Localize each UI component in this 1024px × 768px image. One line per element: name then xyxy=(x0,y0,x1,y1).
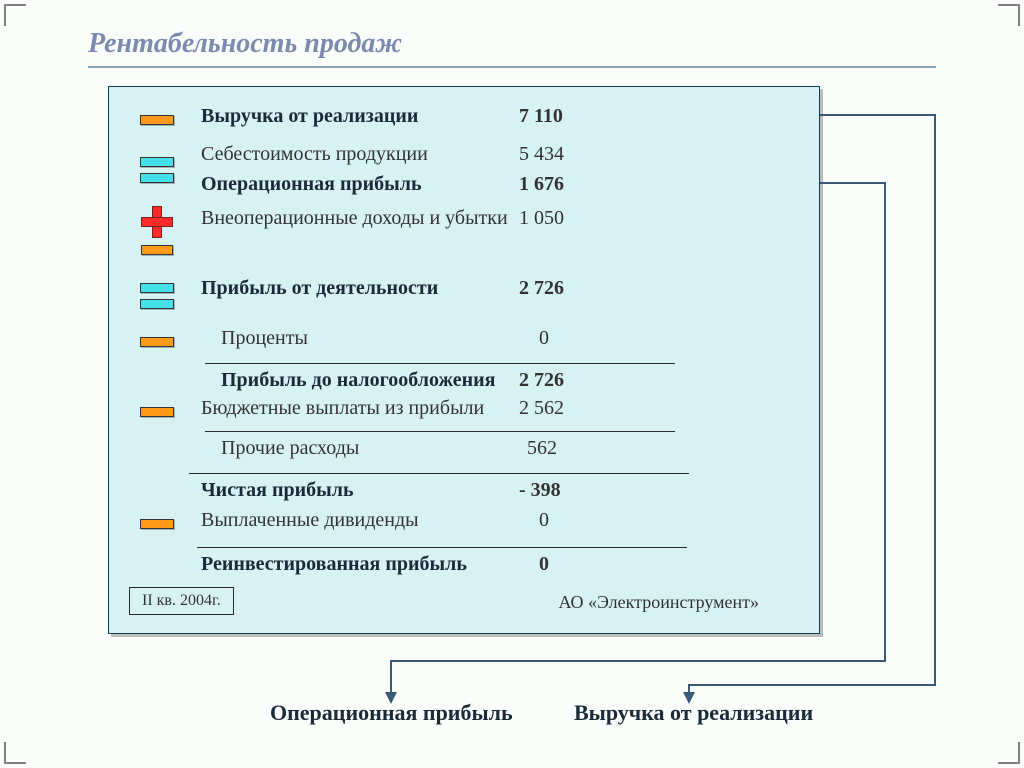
connector-line xyxy=(884,182,886,662)
minus-icon xyxy=(133,509,181,539)
page-title: Рентабельность продаж xyxy=(88,28,402,60)
row-label: Реинвестированная прибыль xyxy=(201,553,467,576)
period-box: II кв. 2004г. xyxy=(129,587,234,615)
row-reinvested-profit: Реинвестированная прибыль 0 xyxy=(109,553,819,583)
row-label: Выплаченные дивиденды xyxy=(201,509,419,532)
row-pretax-profit: Прибыль до налогообложения 2 726 xyxy=(109,369,819,399)
row-value: - 398 xyxy=(519,479,639,502)
divider xyxy=(205,431,675,432)
row-cost: Себестоимость продукции 5 434 xyxy=(109,143,819,173)
connector-line xyxy=(390,660,886,662)
row-value: 2 562 xyxy=(519,397,639,420)
title-underline xyxy=(88,66,936,68)
row-label: Себестоимость продукции xyxy=(201,143,428,166)
row-value: 1 050 xyxy=(519,207,639,230)
row-net-profit: Чистая прибыль - 398 xyxy=(109,479,819,509)
row-other-expenses: Прочие расходы 562 xyxy=(109,437,819,467)
row-value: 7 110 xyxy=(519,105,639,128)
bottom-label-operating: Операционная прибыль xyxy=(270,700,513,726)
connector-line xyxy=(820,114,936,116)
row-value: 0 xyxy=(539,327,659,350)
minus-icon xyxy=(133,397,181,427)
row-revenue: Выручка от реализации 7 110 xyxy=(109,105,819,135)
bottom-label-revenue: Выручка от реализации xyxy=(574,700,813,726)
page-corner-tl xyxy=(4,4,26,26)
row-value: 1 676 xyxy=(519,173,639,196)
row-operating-profit: Операционная прибыль 1 676 xyxy=(109,173,819,203)
row-label: Операционная прибыль xyxy=(201,173,422,196)
divider xyxy=(197,547,687,548)
page-corner-tr xyxy=(998,4,1020,26)
connector-line xyxy=(688,684,936,686)
row-value: 562 xyxy=(527,437,647,460)
divider xyxy=(205,363,675,364)
row-label: Прочие расходы xyxy=(221,437,359,460)
plus-minus-icon xyxy=(133,203,181,261)
row-label: Проценты xyxy=(221,327,308,350)
company-name: АО «Электроинструмент» xyxy=(558,592,759,613)
row-value: 2 726 xyxy=(519,277,639,300)
row-activity-profit: Прибыль от деятельности 2 726 xyxy=(109,277,819,307)
divider xyxy=(189,473,689,474)
connector-line xyxy=(820,182,886,184)
minus-icon xyxy=(133,105,181,135)
row-label: Внеоперационные доходы и убытки xyxy=(201,207,508,230)
row-value: 0 xyxy=(539,509,659,532)
row-budget-payments: Бюджетные выплаты из прибыли 2 562 xyxy=(109,397,819,427)
row-interest: Проценты 0 xyxy=(109,327,819,357)
page-corner-bl xyxy=(4,742,26,764)
row-nonoperating: Внеоперационные доходы и убытки 1 050 xyxy=(109,207,819,237)
row-dividends: Выплаченные дивиденды 0 xyxy=(109,509,819,539)
row-label: Бюджетные выплаты из прибыли xyxy=(201,397,484,420)
profit-breakdown-panel: Выручка от реализации 7 110 Себестоимост… xyxy=(108,86,820,634)
row-label: Прибыль от деятельности xyxy=(201,277,438,300)
row-label: Чистая прибыль xyxy=(201,479,354,502)
row-value: 5 434 xyxy=(519,143,639,166)
row-value: 0 xyxy=(539,553,659,576)
minus-icon xyxy=(133,327,181,357)
row-label: Выручка от реализации xyxy=(201,105,418,128)
row-label: Прибыль до налогообложения xyxy=(221,369,495,392)
connector-line xyxy=(934,114,936,686)
page-corner-br xyxy=(998,742,1020,764)
connector-line xyxy=(390,660,392,694)
row-value: 2 726 xyxy=(519,369,639,392)
